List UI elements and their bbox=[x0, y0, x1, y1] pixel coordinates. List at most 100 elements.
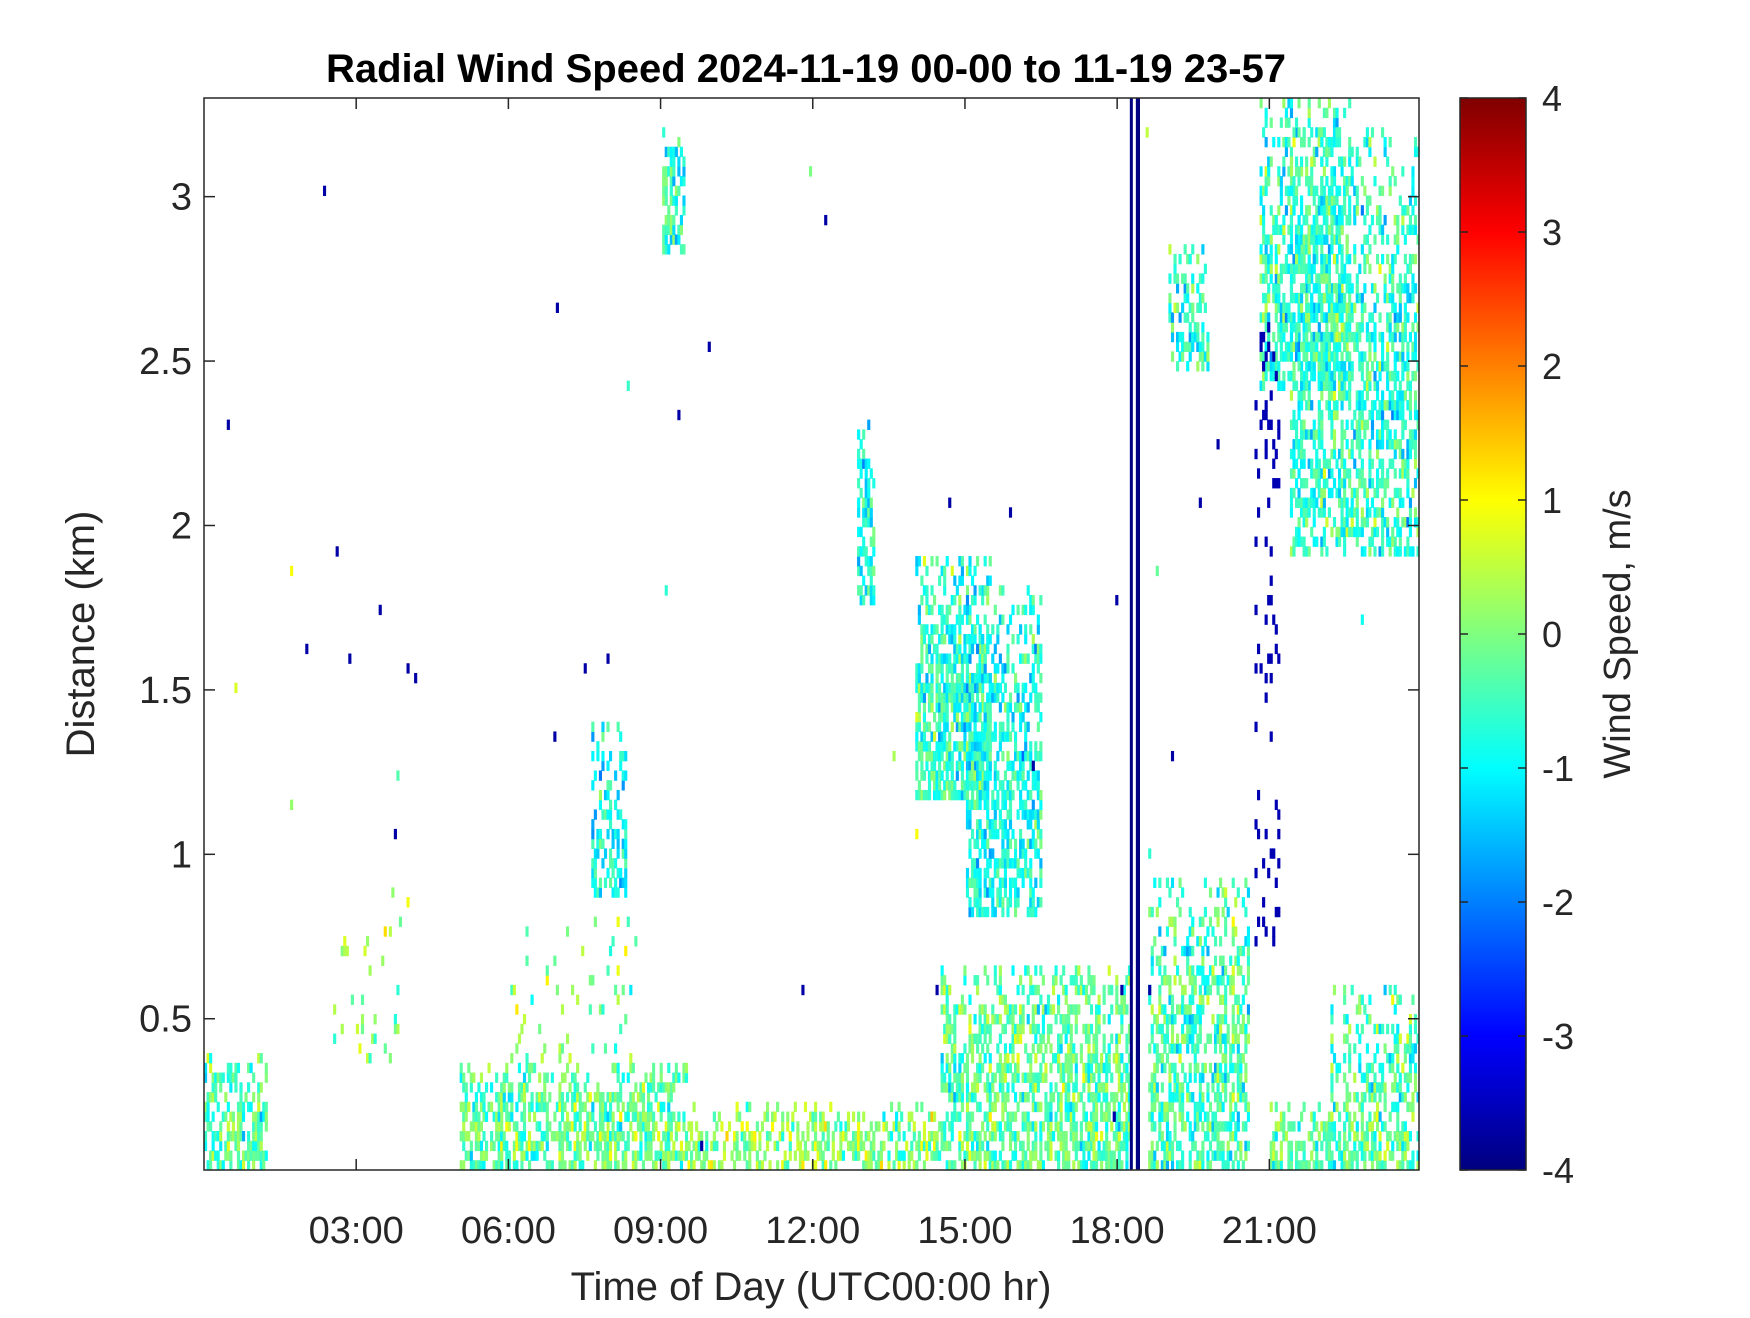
heatmap-cell bbox=[1049, 1131, 1053, 1142]
heatmap-cell bbox=[1358, 1053, 1362, 1064]
heatmap-cell bbox=[867, 517, 871, 528]
heatmap-cell bbox=[1163, 1062, 1167, 1074]
heatmap-cell bbox=[925, 653, 929, 664]
heatmap-cell bbox=[1302, 507, 1306, 518]
heatmap-cell bbox=[1236, 1160, 1240, 1171]
heatmap-cell bbox=[204, 1140, 208, 1152]
heatmap-cell bbox=[1008, 877, 1013, 888]
heatmap-cell bbox=[1021, 1150, 1025, 1161]
heatmap-cell bbox=[1378, 458, 1382, 469]
heatmap-cell bbox=[1072, 1160, 1076, 1171]
heatmap-cell bbox=[1315, 312, 1319, 323]
heatmap-cell bbox=[1011, 877, 1015, 888]
heatmap-cell bbox=[1350, 419, 1354, 430]
heatmap-cell bbox=[1284, 205, 1288, 216]
heatmap-cell bbox=[1216, 1033, 1220, 1044]
heatmap-cell bbox=[1019, 750, 1023, 762]
heatmap-cell bbox=[1340, 497, 1344, 508]
heatmap-cell bbox=[1340, 439, 1344, 450]
heatmap-cell bbox=[1001, 1023, 1005, 1035]
heatmap-cell bbox=[983, 1023, 987, 1035]
heatmap-cell bbox=[970, 1092, 975, 1103]
heatmap-cell bbox=[1287, 1140, 1291, 1152]
heatmap-cell bbox=[1206, 361, 1210, 372]
heatmap-cell bbox=[1345, 322, 1349, 333]
heatmap-cell bbox=[1029, 624, 1033, 635]
heatmap-cell bbox=[1087, 1140, 1091, 1152]
heatmap-cell bbox=[943, 760, 947, 772]
heatmap-cell bbox=[988, 682, 992, 694]
heatmap-cell bbox=[1355, 1160, 1359, 1171]
heatmap-cell bbox=[1244, 906, 1248, 918]
heatmap-cell bbox=[1089, 1053, 1094, 1064]
heatmap-cell bbox=[1365, 1014, 1369, 1025]
heatmap-cell bbox=[1307, 283, 1311, 294]
heatmap-cell bbox=[938, 770, 942, 781]
heatmap-cell bbox=[1041, 1004, 1045, 1015]
heatmap-cell bbox=[1003, 858, 1008, 869]
heatmap-cell bbox=[1381, 341, 1385, 352]
heatmap-cell bbox=[1267, 156, 1271, 167]
heatmap-cell bbox=[1100, 1131, 1104, 1142]
heatmap-cell bbox=[1092, 984, 1096, 996]
heatmap-cell bbox=[1386, 380, 1390, 391]
heatmap-cell bbox=[1049, 1150, 1053, 1161]
heatmap-cell bbox=[1282, 214, 1286, 226]
heatmap-cell bbox=[1216, 1121, 1220, 1132]
heatmap-cell bbox=[1302, 448, 1306, 460]
heatmap-cell bbox=[912, 1121, 916, 1132]
heatmap-cell bbox=[1360, 1121, 1364, 1132]
heatmap-cell bbox=[1241, 897, 1245, 908]
heatmap-cell bbox=[965, 672, 970, 684]
heatmap-cell bbox=[1031, 1023, 1035, 1035]
heatmap-cell bbox=[1117, 1121, 1121, 1132]
heatmap-cell bbox=[1335, 263, 1339, 275]
heatmap-cell bbox=[1034, 1053, 1038, 1064]
heatmap-cell bbox=[1201, 1062, 1205, 1074]
heatmap-cell bbox=[915, 721, 919, 733]
heatmap-cell bbox=[1292, 419, 1296, 430]
heatmap-cell bbox=[1305, 370, 1309, 382]
heatmap-cell bbox=[649, 1072, 653, 1083]
heatmap-cell bbox=[1312, 253, 1316, 265]
heatmap-cell bbox=[948, 663, 952, 674]
heatmap-cell bbox=[1264, 244, 1268, 255]
heatmap-cell bbox=[1072, 1111, 1076, 1122]
heatmap-cell bbox=[948, 1140, 952, 1152]
heatmap-cell bbox=[1307, 429, 1311, 440]
heatmap-cell bbox=[700, 1131, 704, 1142]
heatmap-cell bbox=[1368, 1082, 1372, 1093]
heatmap-cell bbox=[211, 1111, 215, 1122]
heatmap-cell bbox=[583, 1082, 587, 1093]
heatmap-cell bbox=[1024, 809, 1028, 820]
heatmap-cell bbox=[515, 1101, 519, 1113]
heatmap-cell bbox=[1234, 1062, 1238, 1074]
heatmap-cell bbox=[1029, 975, 1033, 986]
heatmap-cell bbox=[1345, 497, 1349, 508]
heatmap-cell bbox=[226, 1101, 230, 1113]
heatmap-cell bbox=[1034, 984, 1038, 996]
heatmap-cell bbox=[1327, 292, 1332, 304]
heatmap-cell bbox=[978, 653, 982, 664]
heatmap-cell bbox=[1041, 1053, 1045, 1064]
heatmap-cell bbox=[462, 1140, 466, 1152]
heatmap-cell bbox=[945, 711, 949, 723]
heatmap-cell bbox=[1279, 302, 1283, 313]
heatmap-cell bbox=[1046, 1101, 1051, 1113]
heatmap-cell bbox=[948, 741, 952, 752]
heatmap-cell bbox=[1183, 1004, 1187, 1015]
heatmap-cell bbox=[596, 1082, 600, 1093]
heatmap-cell bbox=[983, 1033, 987, 1044]
heatmap-cell bbox=[1041, 1033, 1045, 1044]
heatmap-cell bbox=[945, 1004, 949, 1015]
heatmap-cell bbox=[981, 721, 985, 733]
heatmap-cell bbox=[221, 1111, 225, 1122]
heatmap-cell bbox=[968, 653, 972, 664]
heatmap-cell bbox=[1388, 546, 1392, 557]
heatmap-cell bbox=[1034, 1023, 1038, 1035]
heatmap-cell bbox=[1216, 984, 1220, 996]
heatmap-cell bbox=[1198, 1092, 1202, 1103]
heatmap-cell bbox=[1279, 312, 1283, 323]
heatmap-cell bbox=[1302, 478, 1306, 489]
heatmap-cell bbox=[1150, 965, 1154, 976]
